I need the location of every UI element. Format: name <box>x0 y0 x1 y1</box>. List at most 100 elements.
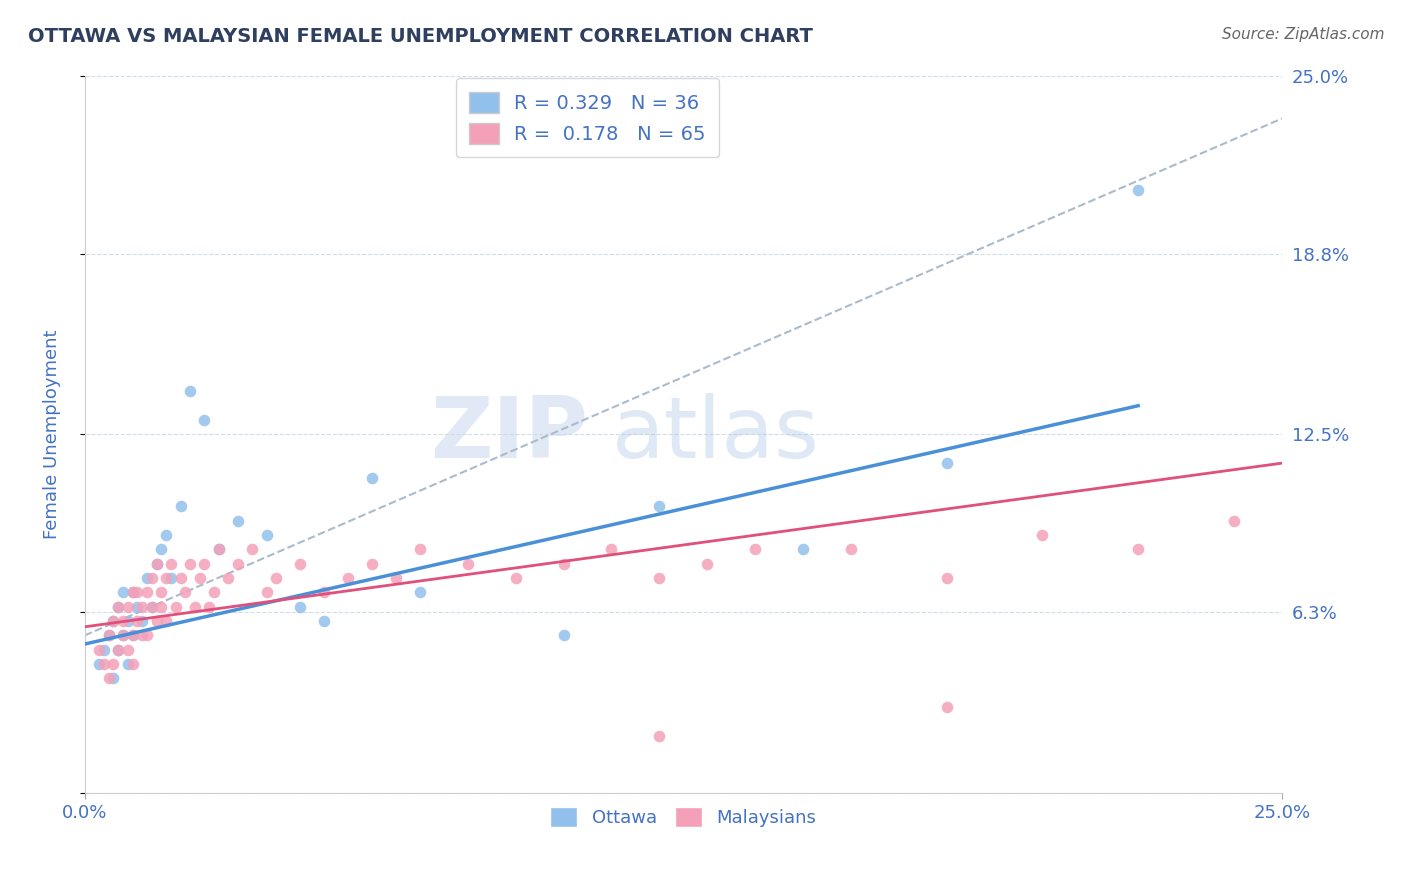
Point <box>935 456 957 470</box>
Point <box>97 672 120 686</box>
Point <box>112 628 135 642</box>
Point <box>457 557 479 571</box>
Point <box>97 628 120 642</box>
Point <box>179 384 201 399</box>
Point <box>160 557 183 571</box>
Point <box>93 642 115 657</box>
Point <box>112 614 135 628</box>
Point <box>117 657 139 672</box>
Point <box>648 571 671 585</box>
Point <box>103 614 125 628</box>
Point <box>117 642 139 657</box>
Point <box>217 571 239 585</box>
Point <box>337 571 360 585</box>
Text: atlas: atlas <box>612 393 820 476</box>
Point <box>107 642 129 657</box>
Point <box>155 528 177 542</box>
Point <box>179 557 201 571</box>
Point <box>193 557 215 571</box>
Point <box>169 571 191 585</box>
Text: OTTAWA VS MALAYSIAN FEMALE UNEMPLOYMENT CORRELATION CHART: OTTAWA VS MALAYSIAN FEMALE UNEMPLOYMENT … <box>28 27 813 45</box>
Point <box>155 614 177 628</box>
Point <box>240 542 263 557</box>
Point <box>103 657 125 672</box>
Point <box>264 571 287 585</box>
Point <box>385 571 408 585</box>
Point <box>121 585 143 599</box>
Point <box>127 599 149 614</box>
Legend: Ottawa, Malaysians: Ottawa, Malaysians <box>543 800 824 835</box>
Point <box>198 599 221 614</box>
Point <box>600 542 623 557</box>
Point <box>290 557 312 571</box>
Point <box>121 585 143 599</box>
Text: Source: ZipAtlas.com: Source: ZipAtlas.com <box>1222 27 1385 42</box>
Point <box>648 500 671 514</box>
Point <box>150 542 173 557</box>
Point <box>839 542 862 557</box>
Point <box>226 514 249 528</box>
Point <box>290 599 312 614</box>
Point <box>226 557 249 571</box>
Point <box>127 585 149 599</box>
Point <box>935 700 957 714</box>
Point <box>127 614 149 628</box>
Point <box>184 599 207 614</box>
Text: ZIP: ZIP <box>430 393 588 476</box>
Point <box>97 628 120 642</box>
Point <box>193 413 215 427</box>
Point <box>409 542 432 557</box>
Point <box>136 628 159 642</box>
Point <box>121 628 143 642</box>
Point <box>1128 542 1150 557</box>
Point <box>553 628 575 642</box>
Point <box>165 599 187 614</box>
Point <box>150 585 173 599</box>
Point <box>314 585 336 599</box>
Point <box>136 571 159 585</box>
Point <box>107 599 129 614</box>
Point <box>87 642 110 657</box>
Point <box>1031 528 1053 542</box>
Point <box>107 599 129 614</box>
Point <box>744 542 766 557</box>
Point <box>792 542 814 557</box>
Point <box>103 672 125 686</box>
Point <box>121 657 143 672</box>
Point <box>87 657 110 672</box>
Point <box>112 628 135 642</box>
Point <box>174 585 197 599</box>
Y-axis label: Female Unemployment: Female Unemployment <box>44 330 60 539</box>
Point <box>648 729 671 743</box>
Point <box>136 585 159 599</box>
Point <box>188 571 211 585</box>
Point <box>256 528 278 542</box>
Point <box>145 557 167 571</box>
Point <box>112 585 135 599</box>
Point <box>141 599 163 614</box>
Point <box>208 542 231 557</box>
Point <box>103 614 125 628</box>
Point <box>160 571 183 585</box>
Point <box>696 557 718 571</box>
Point <box>1128 183 1150 197</box>
Point <box>553 557 575 571</box>
Point <box>155 571 177 585</box>
Point <box>361 557 384 571</box>
Point <box>145 557 167 571</box>
Point <box>145 614 167 628</box>
Point <box>131 628 153 642</box>
Point <box>93 657 115 672</box>
Point <box>169 500 191 514</box>
Point <box>208 542 231 557</box>
Point <box>131 599 153 614</box>
Point <box>121 628 143 642</box>
Point <box>131 614 153 628</box>
Point <box>117 614 139 628</box>
Point <box>256 585 278 599</box>
Point <box>141 571 163 585</box>
Point <box>107 642 129 657</box>
Point <box>505 571 527 585</box>
Point <box>935 571 957 585</box>
Point <box>202 585 225 599</box>
